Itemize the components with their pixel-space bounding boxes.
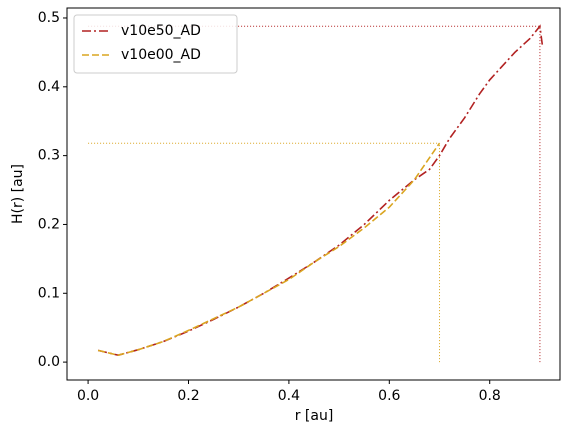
- y-tick-label: 0.0: [38, 354, 60, 370]
- x-tick-label: 0.6: [378, 388, 400, 404]
- legend: v10e50_AD v10e00_AD: [73, 14, 238, 74]
- legend-label: v10e50_AD: [121, 23, 201, 39]
- y-tick-label: 0.3: [38, 148, 60, 164]
- series-line: [97, 24, 544, 357]
- x-tick-label: 0.0: [77, 388, 99, 404]
- series-line: [97, 142, 441, 357]
- y-tick-label: 0.5: [38, 10, 60, 26]
- x-tick-label: 0.8: [479, 388, 501, 404]
- y-tick-label: 0.2: [38, 216, 60, 232]
- y-tick-label: 0.1: [38, 285, 60, 301]
- legend-label: v10e00_AD: [121, 47, 201, 63]
- y-tick-label: 0.4: [38, 79, 60, 95]
- x-tick-label: 0.4: [278, 388, 300, 404]
- y-axis-label: H(r) [au]: [10, 164, 26, 224]
- plot-frame: [66, 7, 561, 381]
- legend-box: [73, 14, 238, 74]
- x-axis-label: r [au]: [295, 408, 334, 424]
- x-tick-label: 0.2: [177, 388, 199, 404]
